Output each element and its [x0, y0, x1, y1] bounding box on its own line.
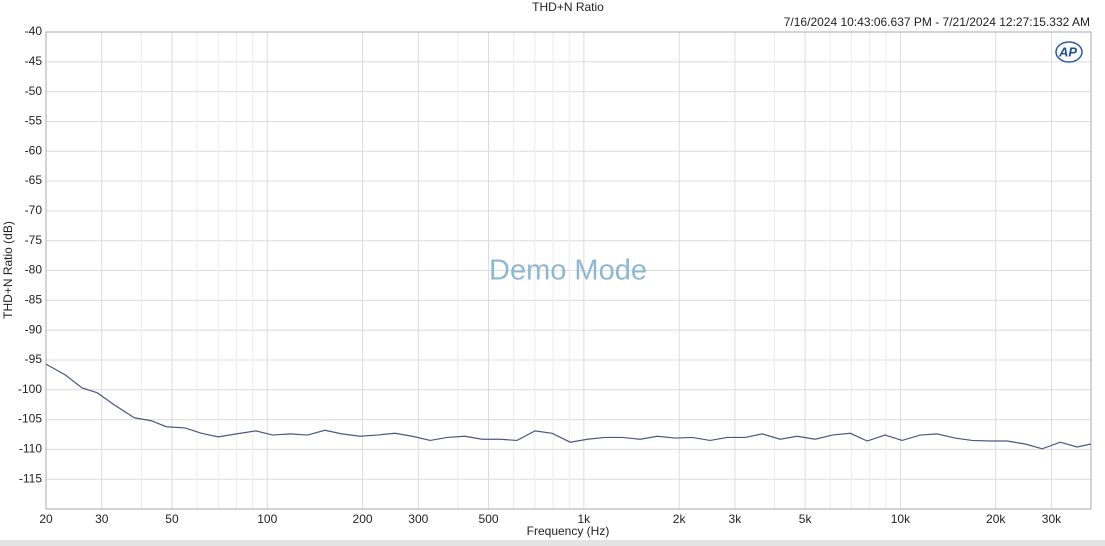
y-tick-label: -105: [18, 412, 42, 426]
x-tick-label: 200: [353, 512, 373, 526]
y-tick-label: -100: [18, 382, 42, 396]
y-tick-label: -45: [25, 54, 43, 68]
y-tick-label: -110: [19, 442, 42, 456]
x-tick-label: 1k: [577, 512, 591, 526]
grid: [45, 31, 1091, 509]
y-tick-label: -80: [25, 263, 43, 277]
logo: AP: [1058, 44, 1077, 59]
y-tick-label: -75: [25, 233, 43, 247]
y-tick-label: -50: [25, 84, 43, 98]
logo-ring: [1055, 41, 1083, 63]
x-tick-label: 30k: [1042, 512, 1062, 526]
time-range: 7/16/2024 10:43:06.637 PM - 7/21/2024 12…: [784, 15, 1090, 29]
y-tick-label: -40: [25, 24, 43, 38]
plot-frame: [45, 31, 1092, 510]
y-tick-label: -70: [25, 203, 43, 217]
x-tick-label: 10k: [891, 512, 911, 526]
y-tick-label: -90: [25, 322, 43, 336]
y-tick-label: -60: [25, 143, 43, 157]
status-strip: [0, 540, 1105, 546]
x-tick-label: 100: [257, 512, 277, 526]
x-tick-label: 500: [479, 512, 499, 526]
x-tick-label: 20k: [986, 512, 1006, 526]
data-line: [45, 363, 1092, 450]
y-tick-label: -85: [25, 292, 43, 306]
y-tick-label: -55: [25, 114, 43, 128]
x-axis-label: Frequency (Hz): [527, 524, 610, 538]
watermark: Demo Mode: [489, 255, 647, 287]
y-tick-label: -65: [25, 173, 43, 187]
y-tick-label: -95: [25, 352, 43, 366]
x-tick-label: 3k: [729, 512, 743, 526]
y-tick-label: -115: [19, 471, 42, 485]
x-tick-label: 50: [165, 512, 179, 526]
x-tick-label: 20: [39, 512, 53, 526]
y-axis-label: THD+N Ratio (dB): [1, 221, 15, 319]
x-tick-label: 5k: [799, 512, 813, 526]
x-tick-label: 30: [95, 512, 109, 526]
x-tick-label: 300: [408, 512, 428, 526]
chart-title: THD+N Ratio: [532, 0, 604, 14]
x-tick-label: 2k: [673, 512, 687, 526]
